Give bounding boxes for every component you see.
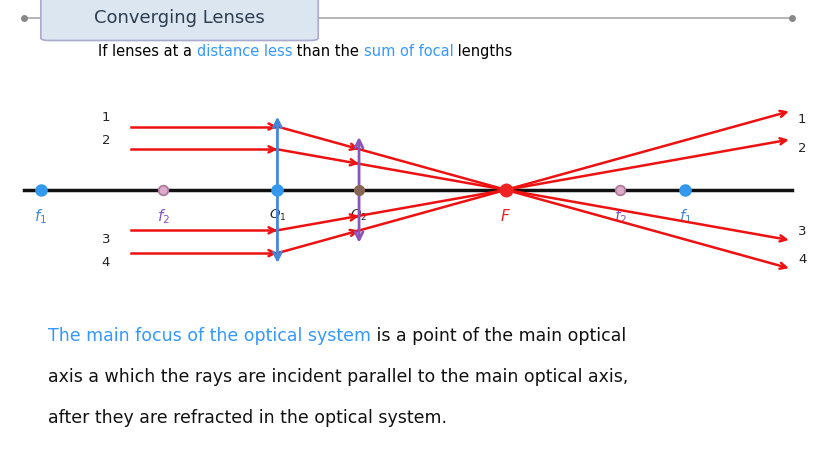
- Text: lengths: lengths: [454, 44, 512, 59]
- Text: $F$: $F$: [500, 207, 512, 223]
- Text: If lenses at a: If lenses at a: [98, 44, 197, 59]
- Text: $O_1$: $O_1$: [268, 207, 286, 223]
- Text: 2: 2: [798, 142, 806, 155]
- Text: 1: 1: [102, 111, 110, 124]
- Text: The main focus of the optical system: The main focus of the optical system: [48, 327, 371, 345]
- Text: after they are refracted in the optical system.: after they are refracted in the optical …: [48, 409, 447, 427]
- Text: Converging Lenses: Converging Lenses: [94, 9, 265, 27]
- Text: 2: 2: [102, 134, 110, 147]
- Text: $f_1$: $f_1$: [679, 207, 692, 226]
- Text: $f_1$: $f_1$: [34, 207, 47, 226]
- Text: is a point of the main optical: is a point of the main optical: [371, 327, 627, 345]
- Text: 3: 3: [102, 233, 110, 246]
- Text: The main focus of the optical system: The main focus of the optical system: [48, 327, 371, 345]
- Text: sum of focal: sum of focal: [364, 44, 454, 59]
- Text: than the: than the: [292, 44, 364, 59]
- Text: $f_2$: $f_2$: [614, 207, 627, 226]
- Text: distance less: distance less: [197, 44, 292, 59]
- Text: $f_2$: $f_2$: [157, 207, 170, 226]
- Text: $O_2$: $O_2$: [350, 207, 368, 223]
- Text: 1: 1: [798, 113, 806, 126]
- Text: 3: 3: [798, 225, 806, 238]
- FancyBboxPatch shape: [41, 0, 318, 41]
- Text: 4: 4: [798, 253, 806, 266]
- Text: 4: 4: [102, 255, 110, 269]
- Text: axis a which the rays are incident parallel to the main optical axis,: axis a which the rays are incident paral…: [48, 368, 628, 386]
